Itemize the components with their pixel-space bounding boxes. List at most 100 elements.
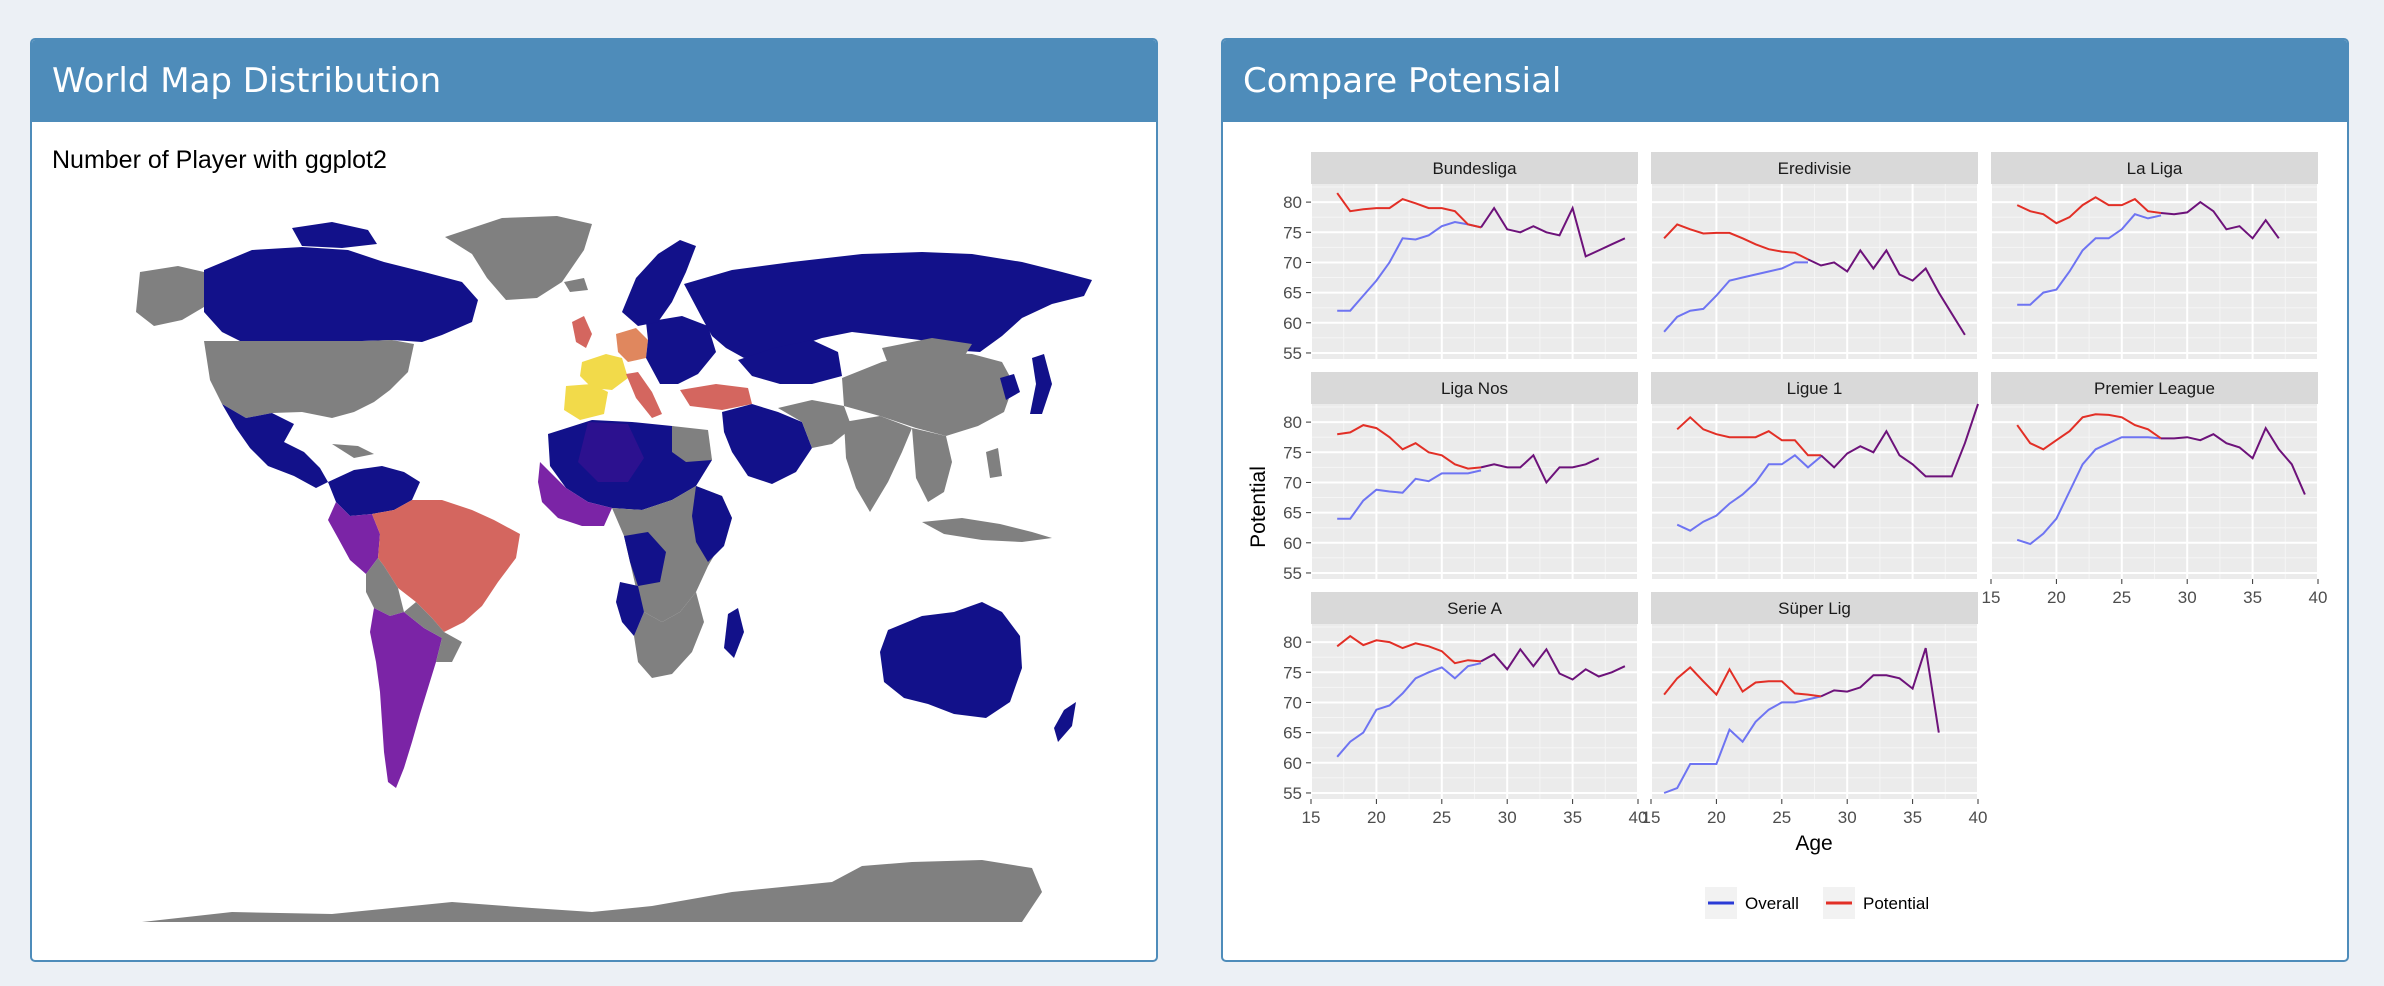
series-merged-line [1807,248,1966,336]
map-italy [626,372,662,418]
map-scandinavia [622,240,696,326]
map-eastern-europe [646,316,716,384]
series-potential-line [2016,413,2162,451]
map-canada-islands [292,222,377,248]
world-map [136,216,1092,922]
x-tick-label: 20 [1367,808,1386,827]
facet-strip [1311,372,1638,404]
map-bolivia [366,558,404,616]
x-tick-label: 30 [2178,588,2197,607]
map-turkey [680,384,752,410]
map-japan [1030,354,1052,414]
x-tick-label: 40 [1629,808,1648,827]
x-tick-label: 15 [1642,808,1661,827]
map-peru [328,502,380,574]
y-tick-label: 65 [1283,504,1302,523]
map-madagascar [724,608,744,658]
map-subtitle: Number of Player with ggplot2 [52,146,387,174]
legend-label-overall: Overall [1745,894,1799,913]
y-tick-label: 55 [1283,344,1302,363]
map-caribbean [332,444,374,458]
series-merged-line [1820,403,1979,478]
y-tick-label: 80 [1283,413,1302,432]
facet-label: La Liga [2127,159,2183,178]
y-tick-label: 60 [1283,534,1302,553]
facet-strip [1311,592,1638,624]
series-overall-line [1337,469,1482,520]
map-australia [880,602,1022,718]
map-usa [204,340,414,418]
y-tick-label: 60 [1283,314,1302,333]
map-philippines [986,448,1002,478]
y-tick-label: 70 [1283,473,1302,492]
legend-label-potential: Potential [1863,894,1929,913]
y-tick-label: 65 [1283,284,1302,303]
x-tick-label: 25 [1772,808,1791,827]
x-tick-label: 20 [1707,808,1726,827]
y-tick-label: 75 [1283,663,1302,682]
y-axis-title: Potential [1247,466,1270,548]
x-tick-label: 25 [2112,588,2131,607]
map-uk [572,316,592,348]
x-tick-label: 40 [1969,808,1988,827]
map-brazil [372,500,520,632]
map-egypt [672,426,712,462]
series-overall-line [2017,213,2162,306]
y-tick-label: 70 [1283,693,1302,712]
series-potential-line [2016,196,2162,225]
series-potential-line [1676,415,1821,457]
map-spain [564,384,608,420]
x-tick-label: 15 [1982,588,2001,607]
y-tick-label: 80 [1283,193,1302,212]
map-korea [1000,374,1020,400]
facet-strip [1651,372,1978,404]
series-merged-line [1480,647,1626,681]
x-tick-label: 30 [1498,808,1517,827]
facet-label: Süper Lig [1778,599,1851,618]
compare-potential-body: Bundesliga 55 60 65 70 75 80 Eredivisie La Liga L… [1223,122,2347,960]
compare-potential-box: Compare Potensial Bundesliga 55 60 65 70 75 80… [1221,38,2349,962]
series-overall-line [1663,695,1822,794]
map-alaska [136,266,204,326]
map-mongolia [882,338,972,366]
map-antarctica [142,860,1042,922]
map-china [842,352,1014,436]
series-merged-line [2160,200,2280,240]
world-map-body: Number of Player with ggplot2 [32,122,1156,960]
facet-label: Bundesliga [1432,159,1517,178]
series-merged-line [1820,647,1940,733]
y-tick-label: 70 [1283,253,1302,272]
map-south-africa [634,592,704,678]
series-potential-line [1663,223,1809,261]
map-france [580,354,628,390]
facet-label: Serie A [1447,599,1502,618]
map-kazakhstan [738,340,842,384]
map-congo [624,532,666,586]
y-tick-label: 75 [1283,443,1302,462]
map-new-zealand [1054,702,1076,742]
series-overall-line [2016,436,2162,546]
map-iran [778,400,852,448]
x-tick-label: 35 [1563,808,1582,827]
series-overall-line [1676,454,1822,532]
map-iceland [564,278,588,292]
map-east-africa [692,486,732,562]
y-tick-label: 60 [1283,754,1302,773]
x-tick-label: 30 [1838,808,1857,827]
map-southeast-asia [912,428,952,502]
x-tick-label: 20 [2047,588,2066,607]
y-tick-label: 55 [1283,564,1302,583]
series-merged-line [2161,425,2306,495]
facet-strip [1311,152,1638,184]
map-angola [616,582,644,636]
x-tick-label: 40 [2309,588,2328,607]
x-tick-label: 15 [1302,808,1321,827]
map-algeria [578,422,644,482]
map-indonesia [922,518,1052,542]
series-potential-line [1336,634,1482,665]
y-tick-label: 65 [1283,724,1302,743]
map-germany [616,328,648,362]
facet-line-chart: Bundesliga 55 60 65 70 75 80 Eredivisie La Liga L… [1247,152,2328,919]
map-canada [204,247,478,342]
x-axis-title: Age [1795,832,1832,855]
